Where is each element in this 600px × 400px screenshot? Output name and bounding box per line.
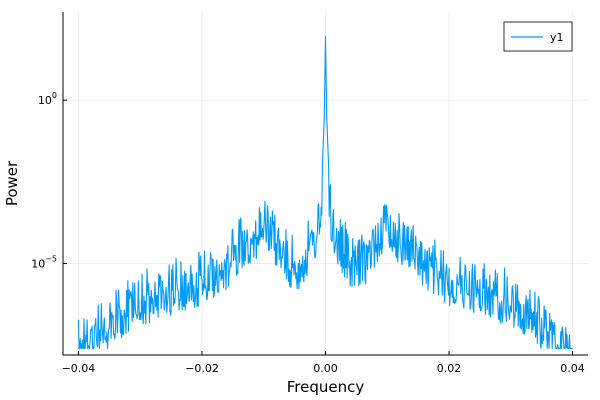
- x-tick-label: 0.02: [437, 362, 462, 375]
- series-line-y1: [77, 35, 573, 350]
- ticks: −0.04 −0.02 0.00 0.02 0.04 100 10−5: [31, 91, 585, 375]
- legend-label-y1: y1: [550, 31, 564, 44]
- x-tick-label: 0.00: [313, 362, 338, 375]
- y-axis-title: Power: [3, 160, 21, 206]
- x-tick-label: 0.04: [560, 362, 585, 375]
- x-tick-label: −0.02: [185, 362, 219, 375]
- legend: y1: [503, 21, 573, 52]
- x-tick-label: −0.04: [62, 362, 96, 375]
- series-layer: [77, 35, 573, 350]
- x-axis-title: Frequency: [287, 378, 365, 396]
- y-tick-label: 10−5: [31, 255, 57, 271]
- y-tick-label: 100: [38, 91, 57, 107]
